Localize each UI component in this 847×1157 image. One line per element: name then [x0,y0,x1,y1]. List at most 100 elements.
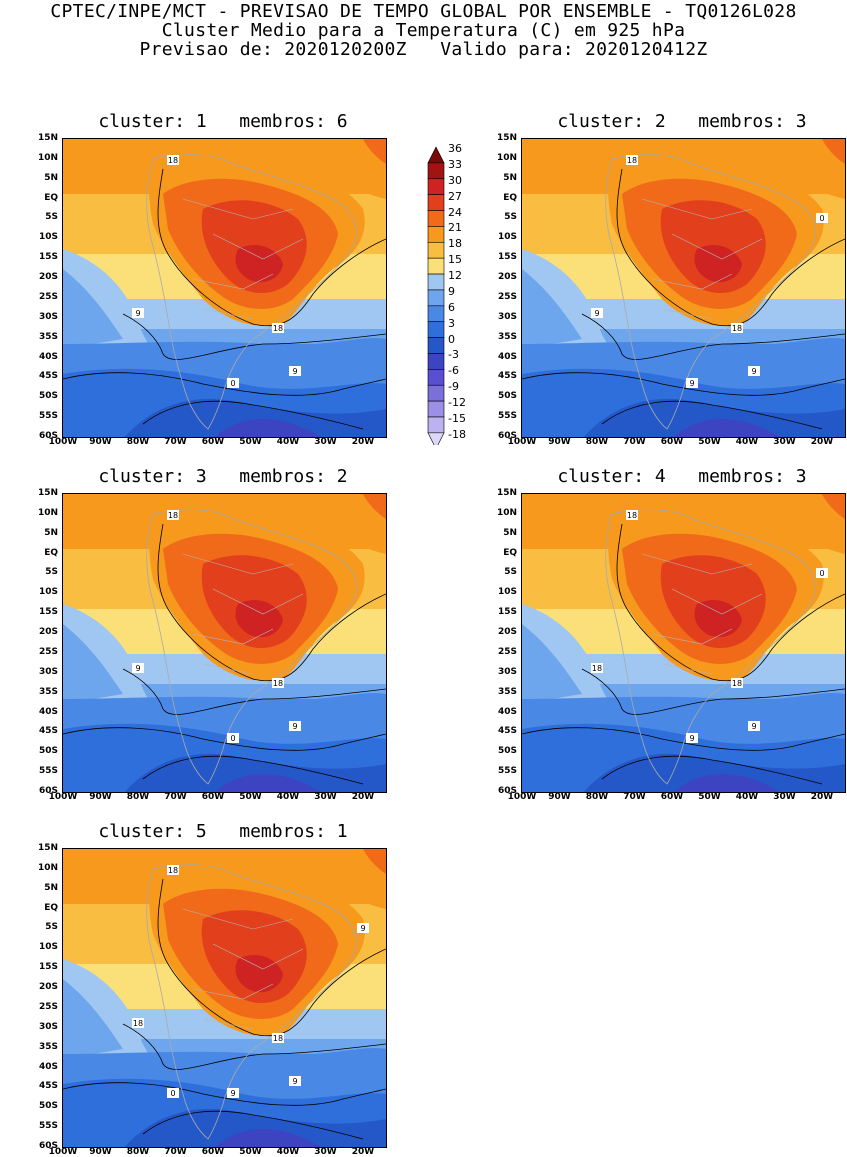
contour-label: 9 [751,367,756,376]
lon-tick-label: 80W [585,792,609,802]
lat-tick-label: EQ [44,547,58,558]
lat-tick-label: 50S [38,391,58,402]
colorbar-swatch [427,178,445,195]
lat-tick-label: 35S [497,686,517,697]
lon-tick-label: 100W [507,792,537,802]
lon-tick-label: 60W [201,1147,225,1157]
coastline [146,864,357,1140]
contour-label: 0 [819,214,824,223]
temperature-region [674,774,780,792]
colorbar-label: 30 [448,173,462,187]
contour-line [616,523,845,682]
temperature-map: 18 18 9 9 9 0 [522,139,845,437]
lon-tick-label: 20W [351,437,375,447]
panel-title: cluster: 3 membros: 2 [58,466,388,487]
contour-label-bg [167,1088,179,1098]
lat-tick-label: 50S [38,1101,58,1112]
lat-tick-label: 55S [497,411,517,422]
contour-label: 0 [819,569,824,578]
contour-label: 18 [273,324,283,333]
lat-tick-label: 15S [38,607,58,618]
contour-line [63,1082,386,1106]
lat-tick-label: 15N [496,488,517,498]
contour-label-bg [686,733,698,743]
colorbar-swatch [427,241,445,259]
contour-label-bg [167,510,179,520]
lon-tick-label: 100W [48,437,78,447]
lat-tick-label: 35S [38,686,58,697]
map-frame: 18 18 18 9 9 9 0 [62,848,387,1148]
contour-line [581,313,845,360]
colorbar-label: 24 [448,205,462,219]
colorbar-swatch [427,210,445,227]
country-border [641,198,753,220]
contour-label-bg [132,1018,144,1028]
colorbar-swatch [427,289,445,307]
contour-line [122,1023,386,1070]
lon-tick-label: 30W [314,437,337,447]
lon-tick-label: 30W [314,1147,337,1157]
contour-line [157,168,386,327]
lat-tick-label: EQ [503,192,517,203]
lat-tick-label: 30S [497,311,517,322]
lat-tick-label: 5S [45,567,58,578]
lon-tick-label: 50W [239,1147,262,1157]
lon-tick-label: 20W [810,437,834,447]
colorbar-swatch [427,416,445,434]
contour-label-bg [227,378,239,388]
colorbar-swatch [427,337,445,354]
coastline [146,154,357,430]
lat-tick-label: 50S [497,746,517,757]
temperature-region [215,774,321,792]
temperature-region [363,139,386,164]
title-line-3: Previsao de: 2020120200Z Valido para: 20… [139,39,708,60]
lat-tick-label: 30S [497,666,517,677]
lat-tick-label: 40S [497,706,517,717]
map-frame: 18 18 9 9 9 0 [521,138,846,438]
membros-number: 6 [336,111,348,132]
colorbar-swatch [427,146,445,164]
contour-label: 18 [273,1034,283,1043]
contour-label-bg [167,155,179,165]
temperature-map: 18 18 9 9 0 [63,139,386,437]
lat-tick-label: 45S [38,371,58,382]
temperature-region [822,139,845,164]
contour-label: 18 [168,511,178,520]
lat-tick-label: 10S [38,232,58,243]
membros-label: membros: [698,466,785,487]
lon-tick-label: 60W [660,437,684,447]
contour-label-bg [132,308,144,318]
lon-tick-label: 80W [126,437,150,447]
lon-tick-label: 50W [698,437,721,447]
lat-tick-label: 5N [503,172,517,183]
membros-label: membros: [239,111,326,132]
colorbar-label: 27 [448,189,462,203]
contour-label-bg [686,378,698,388]
temperature-region [235,244,283,283]
contour-line [157,878,386,1037]
contour-line [142,1110,364,1140]
lon-tick-label: 100W [48,792,78,802]
lat-tick-label: 55S [497,766,517,777]
lat-tick-label: 15N [37,843,58,853]
country-border [661,308,713,320]
lat-tick-label: 60S [38,431,58,441]
temperature-region [235,599,283,638]
contour-label-bg [748,721,760,731]
country-border [182,198,294,220]
temperature-region [583,753,845,792]
country-border [651,628,733,645]
contour-label: 18 [273,679,283,688]
country-border [212,943,304,970]
lat-tick-label: 35S [38,331,58,342]
lat-tick-label: 5S [45,922,58,933]
contour-label-bg [272,1033,284,1043]
lat-tick-label: 5N [503,527,517,538]
temperature-region [694,244,742,283]
lat-tick-label: 20S [497,627,517,638]
lat-tick-label: 25S [38,291,58,302]
colorbar-swatch [427,305,445,323]
cluster-label: cluster: [98,111,186,132]
lat-tick-label: 10S [38,942,58,953]
lon-tick-label: 50W [698,792,721,802]
